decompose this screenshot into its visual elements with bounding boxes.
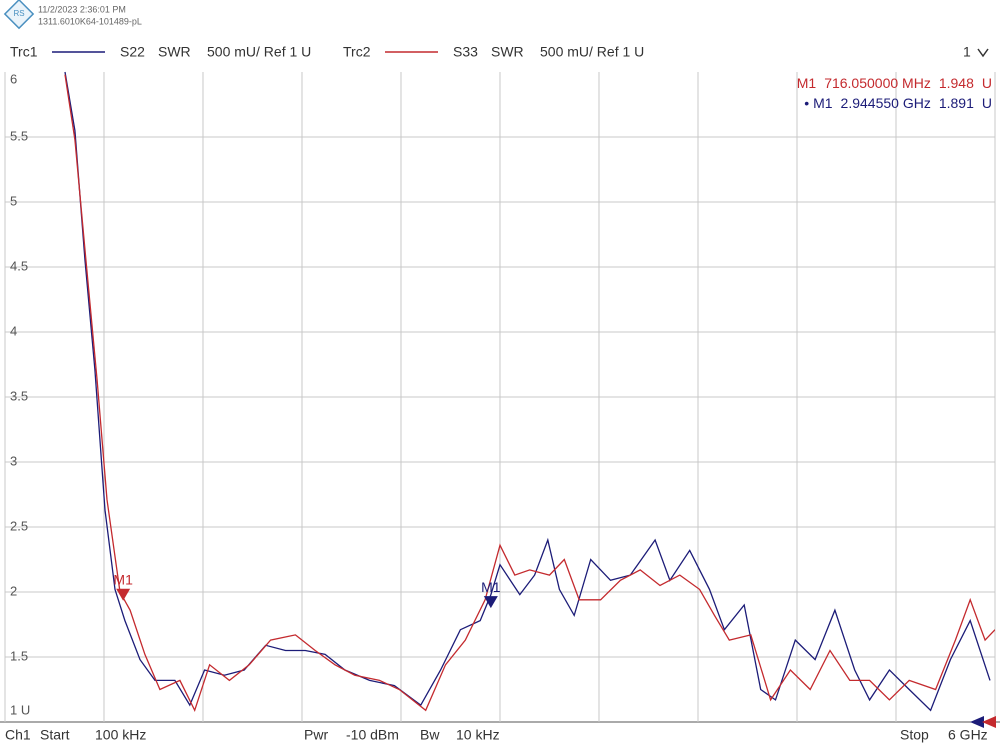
bw-label: Bw — [420, 727, 440, 743]
window-menu-chevron[interactable] — [977, 48, 989, 58]
marker-readout-value: 1.948 — [939, 75, 974, 91]
marker-readout-freq: 2.944550 GHz — [841, 95, 931, 111]
y-tick-label: 5 — [10, 193, 17, 208]
legend-format: SWR — [491, 44, 524, 60]
legend-parameter: S22 — [120, 44, 145, 60]
legend-parameter: S33 — [453, 44, 478, 60]
y-tick-label: 5.5 — [10, 128, 28, 143]
y-tick-label: 3.5 — [10, 388, 28, 403]
marker-triangle — [116, 588, 131, 601]
stop-indicator-blue — [970, 716, 984, 728]
legend-trace-name: Trc1 — [10, 44, 38, 60]
logo: RS — [3, 0, 35, 30]
y-tick-label: 2.5 — [10, 518, 28, 533]
legend-scale: 500 mU/ Ref 1 U — [207, 44, 311, 60]
y-tick-label: 1 U — [10, 702, 30, 717]
y-tick-label: 4 — [10, 323, 17, 338]
legend-scale: 500 mU/ Ref 1 U — [540, 44, 644, 60]
stop-label: Stop — [900, 727, 929, 743]
marker-readout-freq: 716.050000 MHz — [824, 75, 931, 91]
svg-text:RS: RS — [13, 9, 24, 18]
marker-readout: • M1 2.944550 GHz 1.891 U — [804, 95, 992, 111]
power-value: -10 dBm — [346, 727, 399, 743]
legend-format: SWR — [158, 44, 191, 60]
marker-readout-value: 1.891 — [939, 95, 974, 111]
stop-value: 6 GHz — [948, 727, 988, 743]
trace-line — [64, 71, 991, 712]
marker-readout-unit: U — [982, 75, 992, 91]
marker-flag-label: M1 — [481, 579, 501, 595]
marker-readout: M1 716.050000 MHz 1.948 U — [797, 75, 992, 91]
power-label: Pwr — [304, 727, 328, 743]
start-value: 100 kHz — [95, 727, 146, 743]
y-tick-label: 2 — [10, 583, 17, 598]
trace-line — [64, 74, 995, 713]
stop-indicator-red — [982, 716, 996, 728]
y-tick-label: 1.5 — [10, 648, 28, 663]
y-tick-label: 6 — [10, 71, 17, 86]
channel: Ch1 — [5, 727, 31, 743]
timestamp: 11/2/2023 2:36:01 PM — [38, 4, 126, 14]
marker-bullet: • — [804, 95, 813, 111]
marker-flag-label: M1 — [113, 571, 133, 587]
marker-readout-label: M1 — [813, 95, 833, 111]
legend-trace-name: Trc2 — [343, 44, 371, 60]
marker-readout-label: M1 — [797, 75, 817, 91]
start-label: Start — [40, 727, 70, 743]
marker-triangle — [483, 596, 498, 609]
y-tick-label: 4.5 — [10, 258, 28, 273]
bw-value: 10 kHz — [456, 727, 500, 743]
window-number[interactable]: 1 — [963, 44, 971, 60]
y-tick-label: 3 — [10, 453, 17, 468]
marker-readout-unit: U — [982, 95, 992, 111]
device-id: 1311.6010K64-101489-pL — [38, 16, 142, 26]
